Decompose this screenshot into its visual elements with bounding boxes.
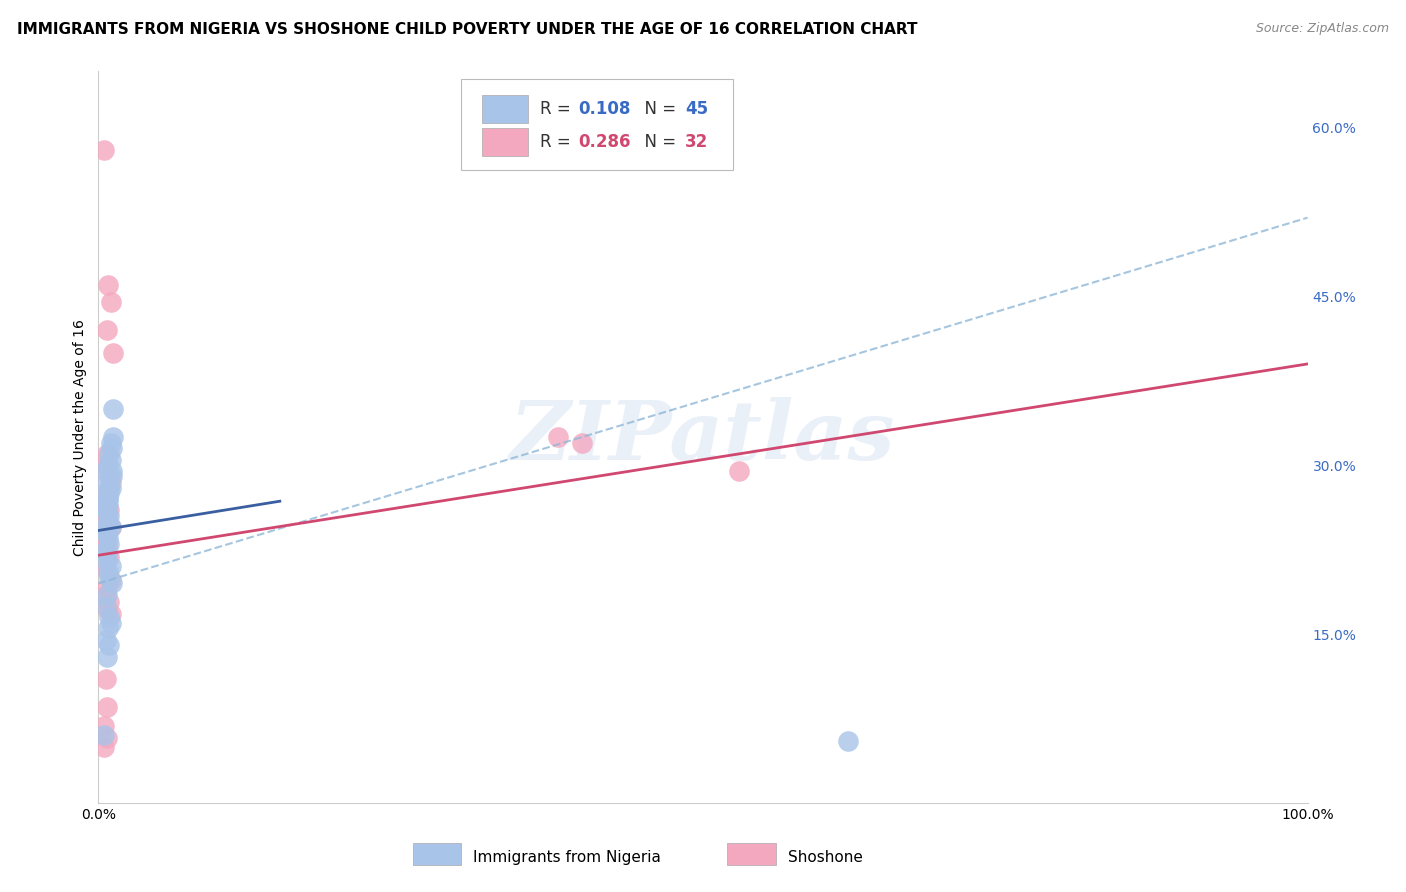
Point (100, 576, 122, 591)
Text: R =: R = (540, 133, 576, 152)
FancyBboxPatch shape (413, 843, 461, 865)
Point (94, 562, 117, 576)
Point (97, 491, 120, 506)
FancyBboxPatch shape (482, 128, 527, 156)
Point (96, 447, 118, 461)
Point (96, 580, 118, 594)
Point (97, 278, 120, 293)
Point (97, 491, 120, 506)
Point (97, 565, 120, 579)
Point (100, 481, 122, 495)
Point (96, 323, 118, 337)
Point (94, 486, 117, 500)
Point (571, 435, 593, 450)
Point (100, 435, 122, 450)
Point (94, 532, 117, 546)
Point (100, 607, 122, 621)
Text: N =: N = (634, 133, 682, 152)
Point (100, 520, 122, 534)
Point (101, 345, 124, 359)
Point (98, 469, 121, 483)
FancyBboxPatch shape (727, 843, 776, 865)
Point (94, 542, 117, 557)
Point (98, 447, 121, 461)
Point (96, 602, 118, 616)
Point (100, 475, 122, 489)
Point (94, 464, 117, 478)
Text: Source: ZipAtlas.com: Source: ZipAtlas.com (1256, 22, 1389, 36)
Text: 0.108: 0.108 (578, 100, 631, 118)
Point (100, 452, 122, 467)
Point (93, 728, 115, 742)
Point (98, 503, 121, 517)
Text: 45: 45 (685, 100, 709, 118)
Point (94, 503, 117, 517)
Point (96, 486, 118, 500)
Text: Shoshone: Shoshone (787, 850, 862, 865)
Point (94, 599, 117, 613)
Point (101, 401, 124, 416)
Point (93, 739, 115, 754)
Point (96, 548, 118, 562)
Point (97, 458, 120, 473)
Point (96, 700, 118, 714)
Point (100, 464, 122, 478)
Text: 32: 32 (685, 133, 709, 152)
FancyBboxPatch shape (461, 78, 734, 170)
Point (100, 469, 122, 483)
Point (100, 442, 122, 456)
Point (94, 458, 117, 473)
Point (728, 464, 751, 478)
Y-axis label: Child Poverty Under the Age of 16: Child Poverty Under the Age of 16 (73, 318, 87, 556)
Point (96, 515, 118, 529)
Point (97, 515, 120, 529)
Point (96, 588, 118, 602)
Point (98, 537, 121, 551)
Point (101, 430, 124, 444)
Point (98, 638, 121, 652)
Point (96, 731, 118, 745)
Point (98, 486, 121, 500)
Point (98, 550, 121, 565)
Point (100, 615, 122, 630)
Text: ZIPatlas: ZIPatlas (510, 397, 896, 477)
Point (94, 554, 117, 568)
Point (100, 559, 122, 574)
FancyBboxPatch shape (482, 95, 527, 122)
Point (837, 734, 859, 748)
Point (100, 295, 122, 310)
Point (97, 532, 120, 546)
Point (96, 475, 118, 489)
Point (547, 430, 569, 444)
Point (98, 508, 121, 523)
Text: N =: N = (634, 100, 682, 118)
Point (98, 481, 121, 495)
Text: Immigrants from Nigeria: Immigrants from Nigeria (474, 850, 661, 865)
Point (94, 672, 117, 686)
Point (96, 498, 118, 512)
Point (100, 573, 122, 587)
Point (94, 632, 117, 647)
Text: R =: R = (540, 100, 576, 118)
Point (93, 143, 115, 157)
Text: IMMIGRANTS FROM NIGERIA VS SHOSHONE CHILD POVERTY UNDER THE AGE OF 16 CORRELATIO: IMMIGRANTS FROM NIGERIA VS SHOSHONE CHIL… (17, 22, 917, 37)
Point (97, 621, 120, 635)
Point (98, 610, 121, 624)
Point (98, 595, 121, 609)
Text: 0.286: 0.286 (578, 133, 631, 152)
Point (96, 649, 118, 664)
Point (96, 539, 118, 553)
Point (98, 571, 121, 585)
Point (96, 525, 118, 540)
Point (93, 719, 115, 733)
Point (97, 498, 120, 512)
Point (94, 498, 117, 512)
Point (94, 520, 117, 534)
Point (94, 588, 117, 602)
Point (100, 520, 122, 534)
Point (96, 503, 118, 517)
